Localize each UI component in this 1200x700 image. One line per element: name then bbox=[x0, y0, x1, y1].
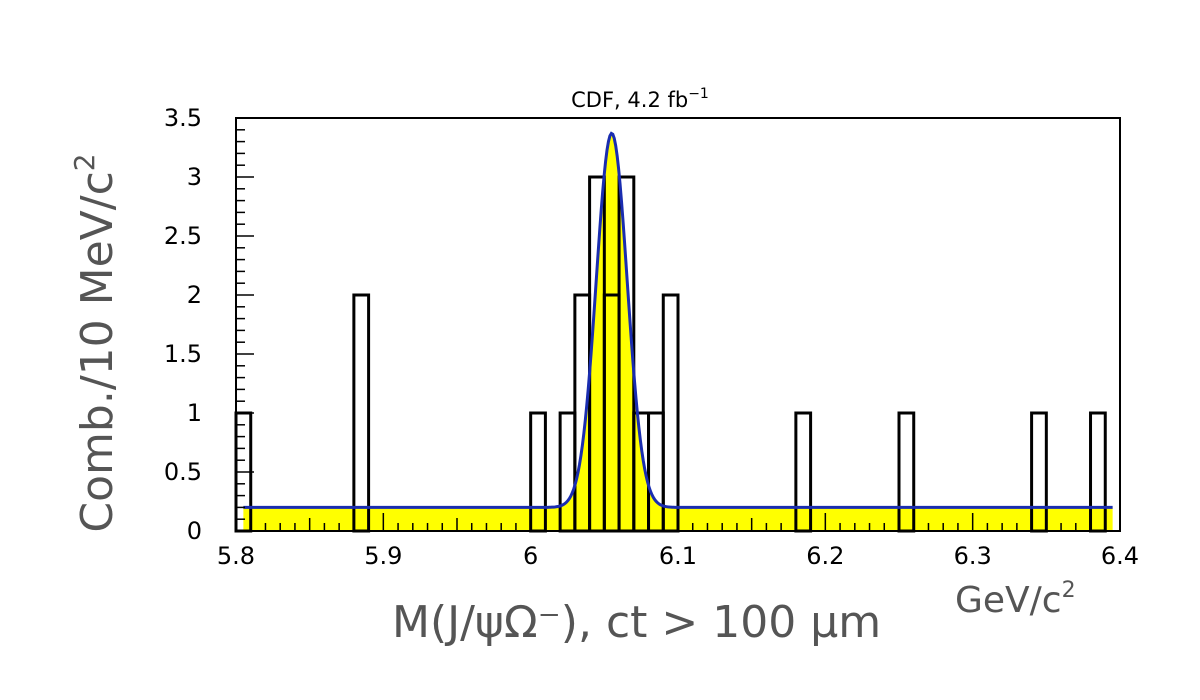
chart-title-text: CDF, 4.2 fb bbox=[571, 88, 688, 112]
y-tick-label: 2 bbox=[187, 281, 202, 309]
x-axis-unit-superscript: 2 bbox=[1062, 578, 1076, 603]
x-tick-label: 6 bbox=[523, 542, 538, 570]
x-axis-unit: GeV/c2 bbox=[955, 578, 1076, 621]
histogram-bin bbox=[661, 293, 680, 533]
fit-curve bbox=[243, 131, 1113, 509]
x-axis-unit-text: GeV/c bbox=[955, 580, 1062, 621]
x-tick-label: 5.9 bbox=[364, 542, 402, 570]
y-tick-label: 3 bbox=[187, 163, 202, 191]
y-tick-label: 0.5 bbox=[164, 458, 202, 486]
histogram bbox=[234, 175, 1107, 533]
axis-ticks: 5.8 5.9 6 6.1 6.2 6.3 6.4 0 0.5 1 1.5 2 2.5 3 3.5 bbox=[164, 104, 1139, 570]
x-tick-label: 6.4 bbox=[1101, 542, 1139, 570]
fit-curve-layer bbox=[243, 131, 1113, 509]
x-tick-label: 5.8 bbox=[217, 542, 255, 570]
x-tick-label: 6.1 bbox=[659, 542, 697, 570]
y-tick-label: 1.5 bbox=[164, 340, 202, 368]
y-tick-label: 0 bbox=[187, 517, 202, 545]
y-axis-title-text: Comb./10 MeV/c bbox=[72, 171, 123, 532]
chart-title-superscript: −1 bbox=[688, 86, 709, 102]
x-tick-label: 6.3 bbox=[954, 542, 992, 570]
y-axis-title-superscript: 2 bbox=[68, 153, 101, 171]
x-axis-title: M(J/ψΩ⁻), ct > 100 μm bbox=[392, 597, 881, 648]
y-tick-label: 2.5 bbox=[164, 222, 202, 250]
histogram-bin bbox=[352, 293, 371, 533]
y-axis-title: Comb./10 MeV/c2 bbox=[68, 153, 123, 532]
x-tick-label: 6.2 bbox=[806, 542, 844, 570]
chart-title: CDF, 4.2 fb−1 bbox=[571, 86, 709, 112]
y-tick-label: 1 bbox=[187, 399, 202, 427]
y-tick-label: 3.5 bbox=[164, 104, 202, 132]
